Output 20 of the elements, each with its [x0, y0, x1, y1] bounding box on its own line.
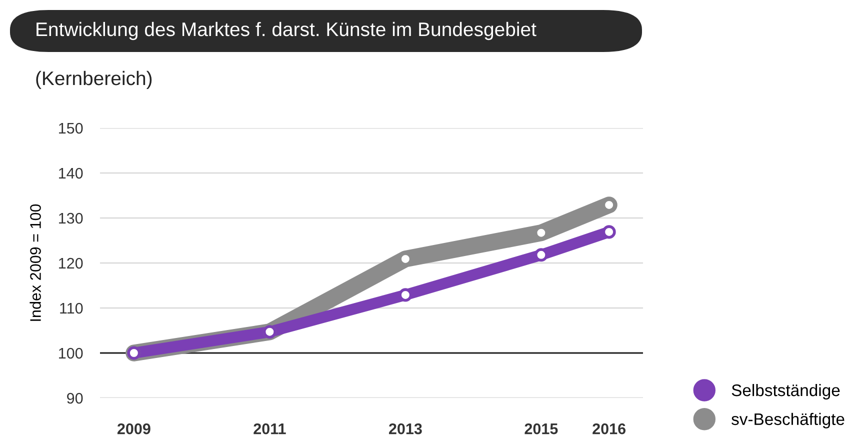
legend-label: Selbstständige	[732, 384, 840, 400]
y-tick-label: 120	[59, 258, 83, 269]
x-tick-label: 2013	[388, 423, 422, 434]
chart-title: Entwicklung des Marktes f. darst. Künste im Bundesgebiet	[36, 22, 536, 40]
y-tick-label: 110	[60, 302, 83, 314]
legend-label: sv-Beschäftigte	[732, 412, 844, 428]
chart-subtitle: (Kernbereich)	[36, 70, 152, 90]
point	[398, 288, 412, 302]
y-tick-label: 90	[67, 392, 83, 404]
x-tick-label: 2016	[592, 423, 626, 434]
y-tick-label: 140	[59, 168, 83, 179]
x-tick-label: 2011	[254, 423, 286, 434]
point	[602, 225, 616, 239]
y-tick-label: 130	[59, 212, 83, 224]
y-tick-label: 100	[59, 348, 83, 359]
y-axis-title: Index 2009 = 100	[30, 204, 41, 321]
y-tick-label: 150	[59, 122, 83, 134]
x-tick-label: 2015	[524, 423, 558, 434]
x-tick-label: 2009	[117, 423, 150, 434]
point	[534, 248, 548, 262]
